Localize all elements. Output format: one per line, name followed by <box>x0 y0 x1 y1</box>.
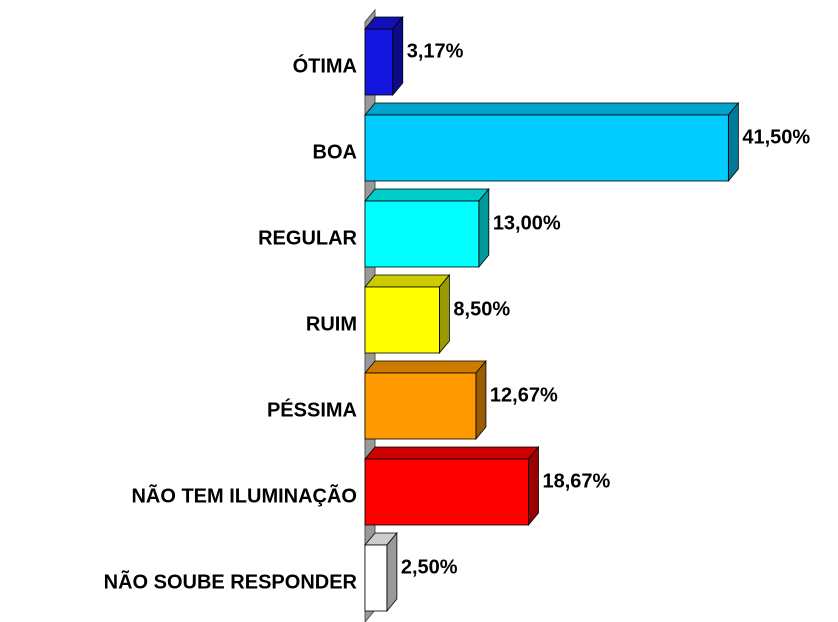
bar <box>364 445 540 527</box>
y-tick-label: NÃO SOUBE RESPONDER <box>104 570 358 593</box>
bar-top-shade <box>365 275 450 287</box>
bar-side-shade <box>475 361 486 439</box>
bar <box>364 531 398 613</box>
bar-front <box>364 544 388 612</box>
bar <box>364 15 404 97</box>
bar-side-shade <box>392 17 403 95</box>
y-tick-label: RUIM <box>306 313 357 335</box>
bar-front <box>364 458 529 526</box>
y-tick-label: BOA <box>313 141 357 163</box>
value-label: 12,67% <box>490 384 558 406</box>
bar-front <box>364 28 394 96</box>
value-label: 13,00% <box>493 212 561 234</box>
value-label: 8,50% <box>453 298 510 320</box>
bar-side-shade <box>728 103 739 181</box>
bar-front <box>364 372 477 440</box>
bar-side-shade <box>386 533 397 611</box>
value-label: 18,67% <box>542 470 610 492</box>
bar-top-shade <box>365 103 739 115</box>
y-tick-label: REGULAR <box>258 227 357 249</box>
bar-top-shade <box>365 17 403 29</box>
bar-side-shade <box>478 189 489 267</box>
value-label: 3,17% <box>407 40 464 62</box>
bar-top-shade <box>365 361 486 373</box>
bar <box>364 101 740 183</box>
y-tick-label: ÓTIMA <box>293 53 357 77</box>
y-tick-label: PÉSSIMA <box>267 398 357 421</box>
bar-top-shade <box>365 189 489 201</box>
bar-front <box>364 286 440 354</box>
bar-front <box>364 200 480 268</box>
bar-top-shade <box>365 447 539 459</box>
bar <box>364 187 490 269</box>
bar-front <box>364 114 729 182</box>
bar-side-shade <box>439 275 450 353</box>
bar <box>364 273 451 355</box>
value-label: 41,50% <box>742 126 810 148</box>
y-tick-label: NÃO TEM ILUMINAÇÃO <box>131 484 357 507</box>
bar <box>364 359 487 441</box>
value-label: 2,50% <box>401 556 458 578</box>
bar-side-shade <box>528 447 539 525</box>
